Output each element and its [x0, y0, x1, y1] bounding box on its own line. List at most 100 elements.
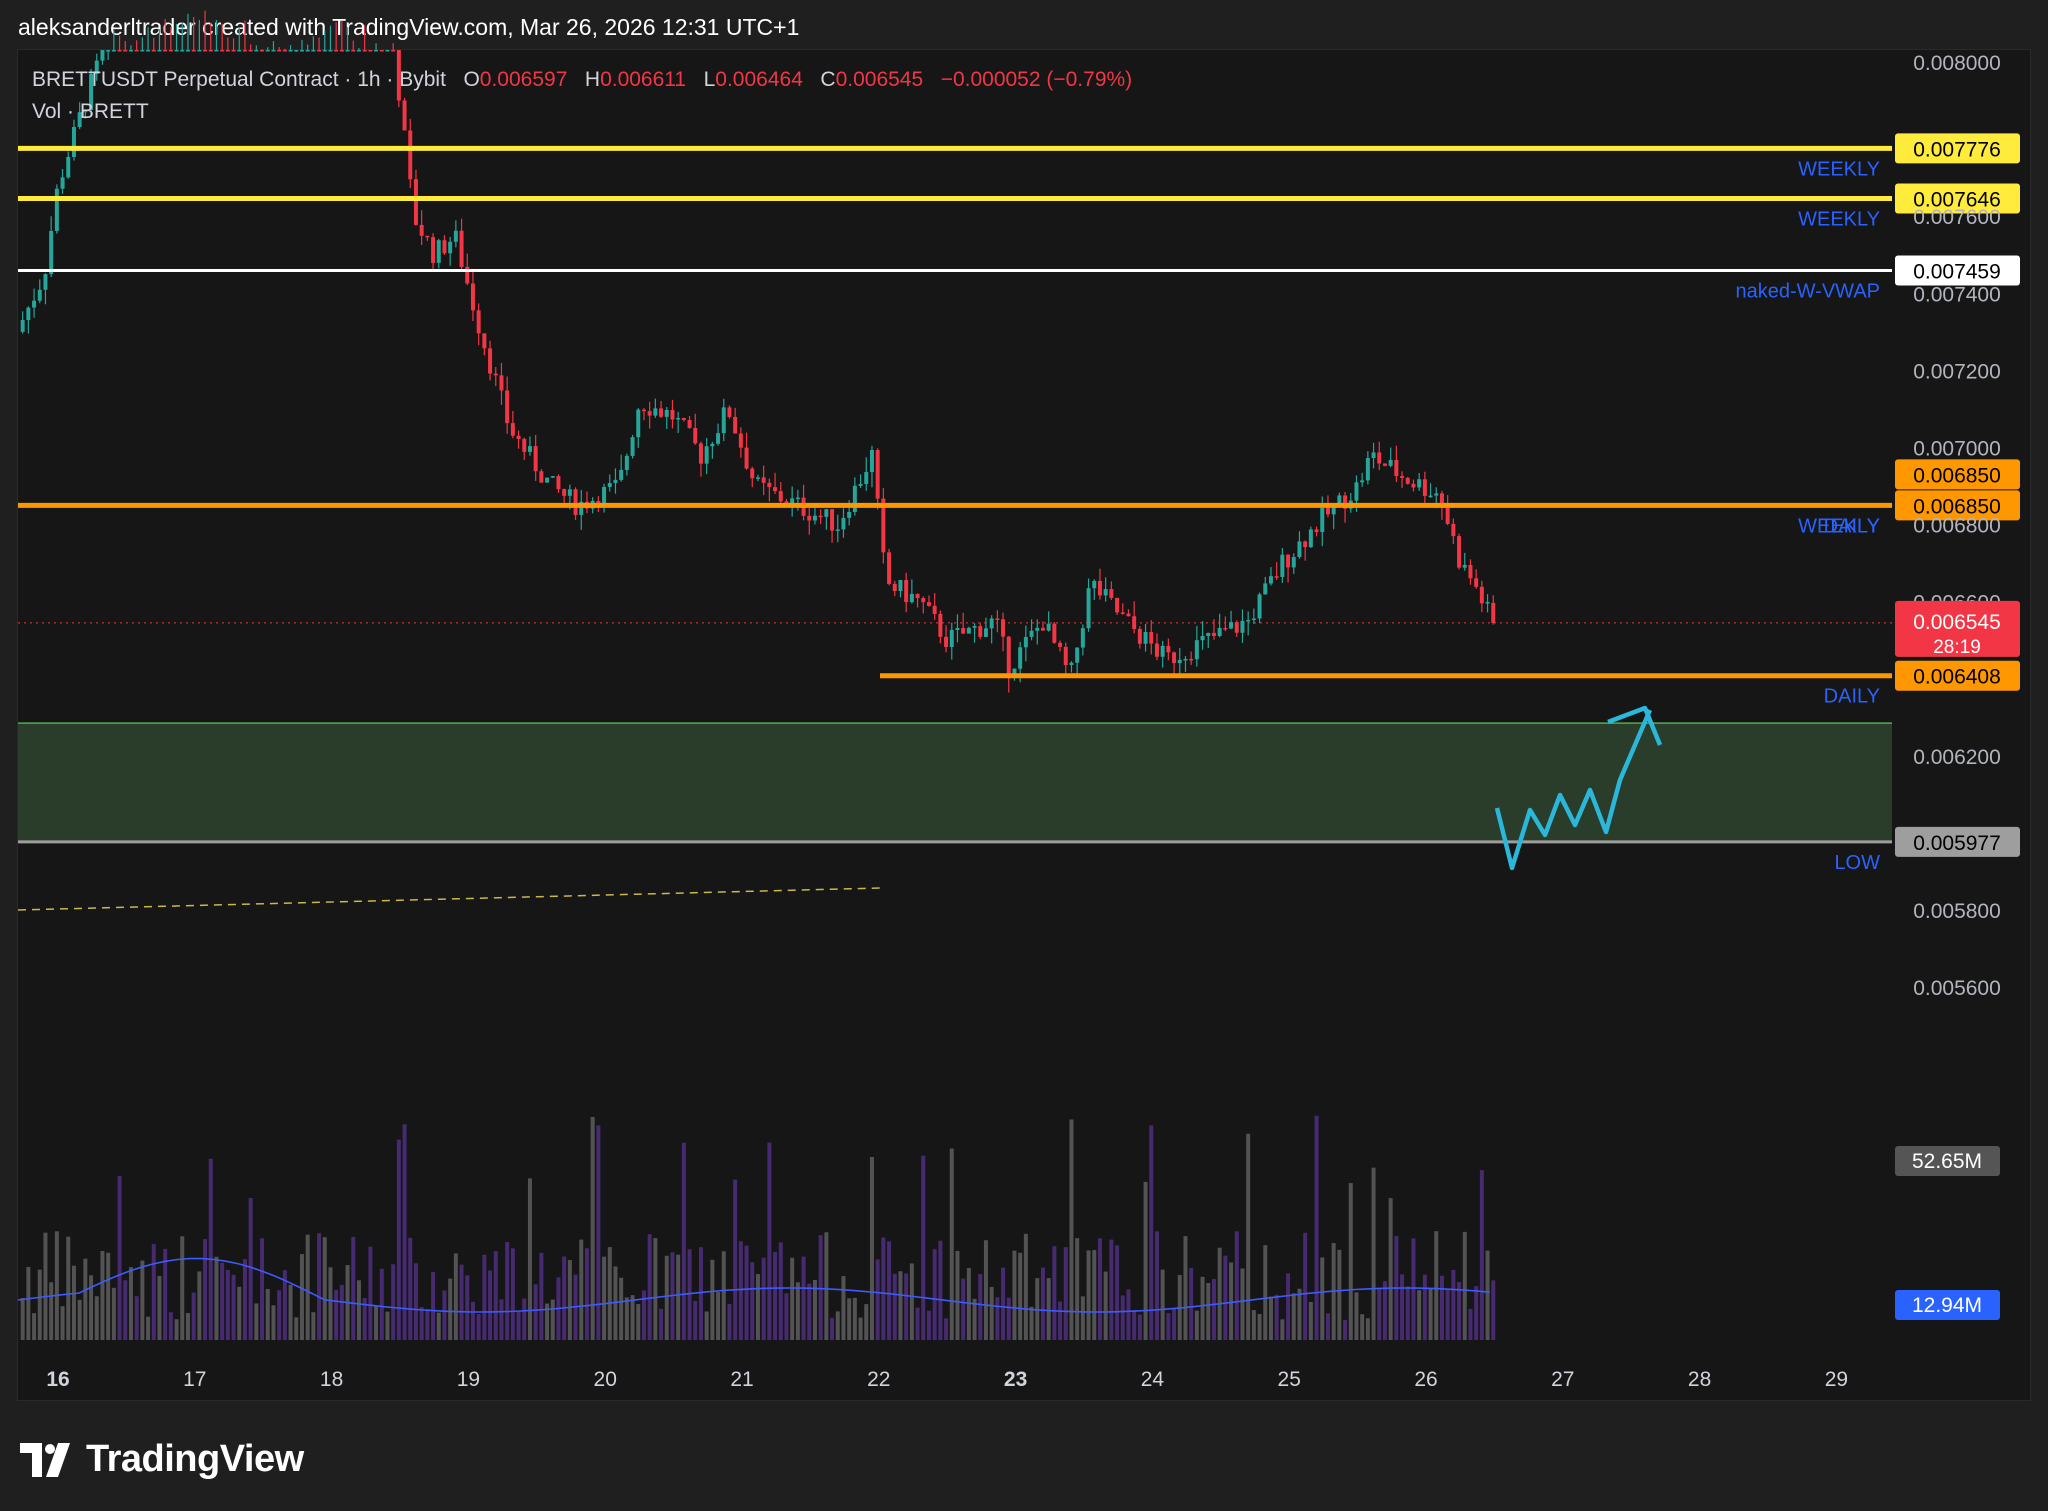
volume-bar	[841, 1276, 846, 1340]
volume-bar	[60, 1306, 65, 1340]
candle-body	[955, 628, 960, 630]
candle-body	[396, 50, 401, 101]
candle-body	[128, 50, 133, 52]
candle-body	[1337, 495, 1342, 505]
candle-body	[1109, 589, 1114, 598]
volume-bar	[49, 1282, 54, 1340]
volume-bar	[260, 1238, 265, 1340]
candle-body	[1001, 619, 1006, 637]
level-price-tag-3	[1895, 490, 2020, 521]
candle-body	[237, 50, 242, 52]
volume-bar	[1422, 1274, 1427, 1340]
volume-bar	[921, 1155, 926, 1340]
candle-body	[1080, 628, 1085, 648]
candle-body	[163, 50, 168, 52]
volume-bar	[1474, 1286, 1479, 1340]
candle-body	[573, 489, 578, 515]
volume-bar	[1137, 1314, 1142, 1340]
volume-bar	[379, 1268, 384, 1340]
volume-bar	[1457, 1282, 1462, 1340]
countdown-text: 28:19	[1933, 637, 1981, 658]
volume-bar	[1325, 1313, 1330, 1340]
y-tick-5: 0.006800	[1913, 515, 2001, 538]
volume-bar	[1417, 1290, 1422, 1340]
volume-bar	[237, 1286, 242, 1340]
candle-body	[841, 517, 846, 530]
level-price-text-dup: 0.006850	[1913, 464, 2001, 487]
candle-body	[932, 605, 937, 614]
volume-bar	[710, 1259, 715, 1340]
candle-body	[978, 626, 983, 637]
candle-body	[1468, 564, 1473, 579]
low-value: 0.006464	[715, 68, 803, 91]
candle-body	[904, 580, 909, 603]
candle-body	[949, 629, 954, 647]
volume-bar	[1263, 1245, 1268, 1340]
volume-bar	[225, 1270, 230, 1340]
candle-body	[602, 486, 607, 508]
volume-bar	[562, 1256, 567, 1340]
y-tick-0: 0.008000	[1913, 52, 2001, 75]
volume-bar	[539, 1252, 544, 1340]
candle-body	[385, 50, 390, 52]
candle-body	[1229, 622, 1234, 629]
candlestick-series	[20, 10, 1496, 693]
volume-ma-text: 12.94M	[1912, 1294, 1982, 1317]
level-price-text-3: 0.006850	[1913, 495, 2001, 518]
volume-bar	[1126, 1289, 1131, 1340]
candle-body	[465, 266, 470, 284]
volume-bar	[197, 1271, 202, 1340]
x-tick-22: 22	[867, 1368, 890, 1391]
volume-bar	[773, 1252, 778, 1340]
volume-bar	[1479, 1170, 1484, 1340]
tradingview-logo[interactable]: TradingView	[20, 1438, 304, 1481]
candle-body	[277, 50, 282, 52]
candle-body	[1485, 602, 1490, 604]
volume-bar	[938, 1240, 943, 1340]
candle-body	[961, 628, 966, 634]
volume-bar	[1428, 1288, 1433, 1340]
candle-body	[448, 241, 453, 254]
candle-body	[185, 50, 190, 52]
volume-bar	[767, 1142, 772, 1340]
level-price-tag-1	[1895, 183, 2020, 214]
candle-body	[26, 307, 31, 321]
y-tick-8: 0.005800	[1913, 900, 2001, 923]
candle-body	[579, 501, 584, 515]
volume-bar	[1120, 1295, 1125, 1340]
candle-body	[824, 509, 829, 517]
candle-body	[1428, 495, 1433, 498]
volume-legend[interactable]: Vol · BRETT	[32, 100, 149, 123]
candle-body	[374, 50, 379, 52]
candle-body	[174, 50, 179, 52]
dashed-trend-line	[17, 887, 881, 911]
volume-bar	[972, 1298, 977, 1340]
x-tick-28: 28	[1688, 1368, 1711, 1391]
candle-body	[351, 50, 356, 52]
volume-bar	[812, 1279, 817, 1340]
candle-body	[1052, 623, 1057, 643]
y-tick-3: 0.007200	[1913, 360, 2001, 383]
candle-body	[670, 409, 675, 420]
candle-body	[1382, 463, 1387, 466]
volume-bar	[106, 1252, 111, 1340]
symbol-title[interactable]: BRETTUSDT Perpetual Contract · 1h · Bybi…	[32, 68, 446, 91]
volume-bar	[185, 1313, 190, 1340]
volume-ma-tag	[1895, 1290, 2000, 1320]
candle-body	[1445, 504, 1450, 524]
candle-body	[539, 471, 544, 483]
candle-body	[1331, 504, 1336, 515]
volume-bar	[926, 1310, 931, 1340]
volume-bar	[191, 1292, 196, 1340]
volume-bar	[1365, 1318, 1370, 1340]
volume-bar	[470, 1301, 475, 1340]
x-tick-18: 18	[320, 1368, 343, 1391]
volume-bar	[134, 1296, 139, 1340]
candle-body	[322, 50, 327, 52]
volume-bar	[111, 1287, 116, 1340]
candle-body	[773, 487, 778, 492]
volume-bar	[1314, 1115, 1319, 1340]
y-tick-9: 0.005600	[1913, 977, 2001, 1000]
x-tick-21: 21	[730, 1368, 753, 1391]
